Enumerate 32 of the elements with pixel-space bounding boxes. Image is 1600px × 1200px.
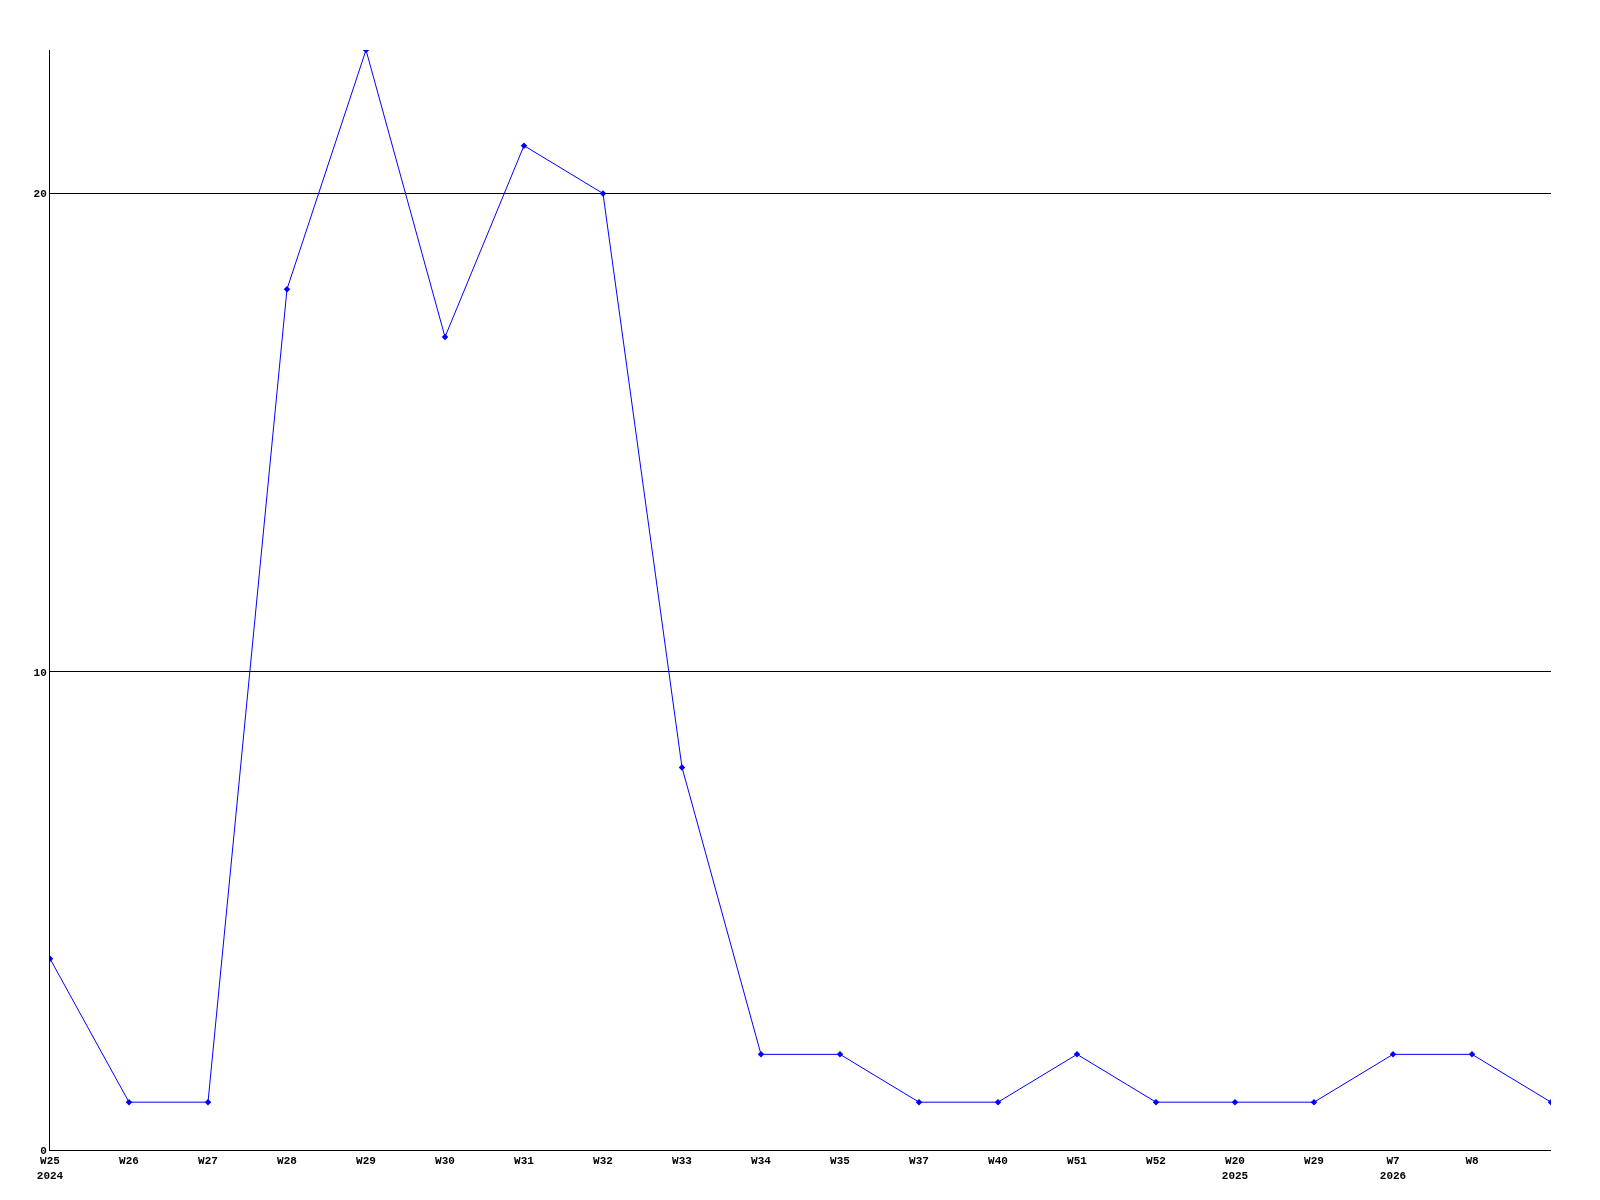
x-tick-label: W40 [988, 1155, 1008, 1168]
x-tick-label: W27 [198, 1155, 218, 1168]
point [915, 1098, 923, 1106]
point [204, 1098, 212, 1106]
point [1152, 1098, 1160, 1106]
point [1310, 1098, 1318, 1106]
x-tick-label: W28 [277, 1155, 298, 1168]
point [1231, 1098, 1239, 1106]
x-tick-label: W34 [751, 1155, 772, 1168]
y-tick-label: 0 [40, 1144, 47, 1157]
x-tick-label: W30 [435, 1155, 455, 1168]
y-tick-label: 20 [33, 188, 47, 201]
x-tick-label: W29 [356, 1155, 376, 1168]
x-tick-label: W26 [119, 1155, 139, 1168]
x-tick-label: W20 2025 [1221, 1155, 1249, 1182]
y-tick-label: 10 [33, 666, 47, 679]
x-tick-label: W32 [593, 1155, 613, 1168]
x-tick-label: W52 [1146, 1155, 1166, 1168]
x-tick-label: W33 [672, 1155, 693, 1168]
x-tick-label: W35 [830, 1155, 851, 1168]
x-tick-label: W29 [1304, 1155, 1324, 1168]
point [283, 285, 291, 293]
x-tick-label: W7 2026 [1379, 1155, 1407, 1182]
x-tick-label: W25 2024 [36, 1155, 64, 1182]
line-series [50, 50, 1551, 1106]
point [441, 333, 449, 341]
x-tick-label: W37 [909, 1155, 929, 1168]
point [994, 1098, 1002, 1106]
x-tick-label: W51 [1067, 1155, 1088, 1168]
point [125, 1098, 133, 1106]
x-tick-label: W31 [514, 1155, 535, 1168]
x-tick-label: W8 [1465, 1155, 1479, 1168]
